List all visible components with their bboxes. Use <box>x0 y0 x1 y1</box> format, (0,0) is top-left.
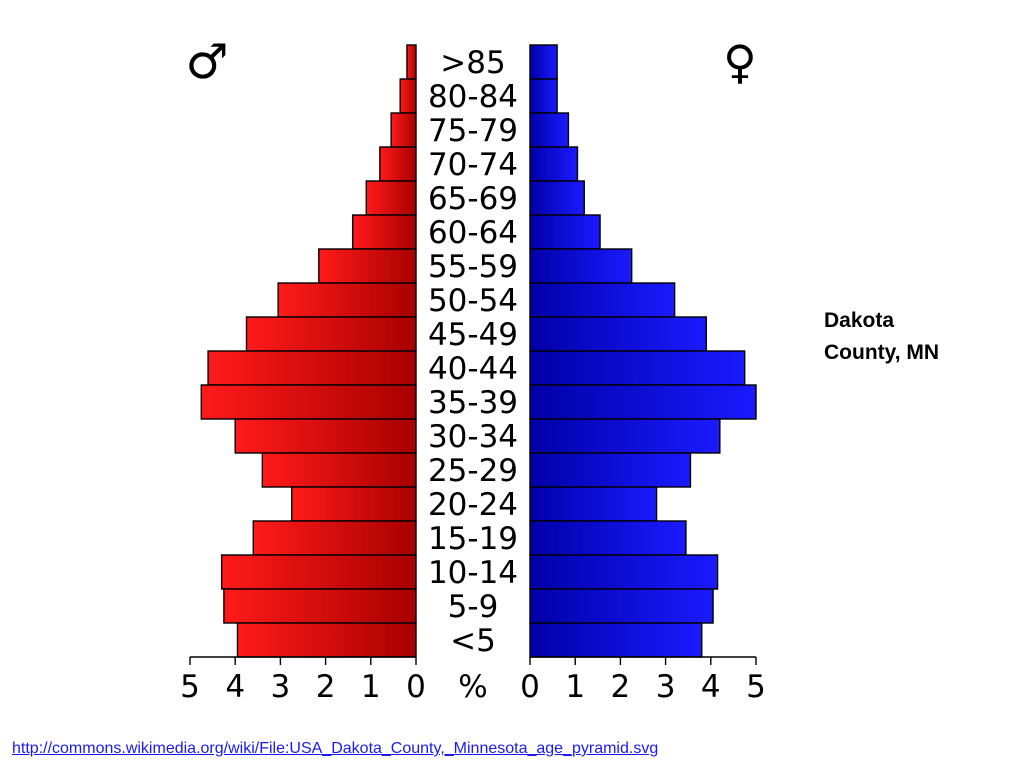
age-group-label: 50-54 <box>428 283 518 319</box>
age-group-label: 35-39 <box>428 385 518 421</box>
male-bar <box>234 418 417 454</box>
female-bar <box>529 248 633 284</box>
female-bar <box>529 214 601 250</box>
age-group-label: 45-49 <box>428 317 518 353</box>
male-bar <box>399 78 417 114</box>
male-bar <box>236 622 417 658</box>
age-pyramid-chart: ♂ ♀ >8580-8475-7970-7465-6960-6455-5950-… <box>180 34 766 705</box>
female-bar <box>529 78 558 114</box>
male-axis-tick-label: 5 <box>180 669 200 705</box>
male-axis-tick-label: 0 <box>406 669 426 705</box>
age-group-label: 60-64 <box>428 215 518 251</box>
male-bar <box>390 112 417 148</box>
male-axis-tick-label: 3 <box>271 669 291 705</box>
male-bar <box>352 214 417 250</box>
age-group-label: <5 <box>450 623 496 659</box>
male-axis-tick-label: 4 <box>225 669 245 705</box>
age-group-label: 5-9 <box>448 589 499 625</box>
male-bar <box>365 180 417 216</box>
female-bar <box>529 146 579 182</box>
female-axis-tick-label: 5 <box>746 669 766 705</box>
male-bar <box>245 316 417 352</box>
age-group-label: 70-74 <box>428 147 518 183</box>
age-group-label: 20-24 <box>428 487 518 523</box>
caption-line-1: Dakota <box>824 309 895 332</box>
age-group-label: 80-84 <box>428 79 518 115</box>
axis-unit-label: % <box>458 669 487 705</box>
female-bar <box>529 418 721 454</box>
male-bar <box>220 554 417 590</box>
male-bar <box>223 588 417 624</box>
female-bars <box>529 44 757 658</box>
female-bar <box>529 622 703 658</box>
male-bar <box>200 384 417 420</box>
female-bar <box>529 588 714 624</box>
age-group-label: 10-14 <box>428 555 518 591</box>
caption-line-2: County, MN <box>824 341 940 364</box>
male-bar <box>379 146 417 182</box>
age-group-label: 65-69 <box>428 181 518 217</box>
female-bar <box>529 520 687 556</box>
age-group-label: >85 <box>440 45 505 81</box>
male-bar <box>207 350 417 386</box>
male-bar <box>406 44 417 80</box>
male-bar <box>318 248 417 284</box>
female-bar <box>529 180 585 216</box>
female-axis-tick-label: 1 <box>565 669 585 705</box>
female-bar <box>529 554 719 590</box>
male-axis-tick-label: 2 <box>316 669 336 705</box>
age-group-label: 30-34 <box>428 419 518 455</box>
age-group-label: 55-59 <box>428 249 518 285</box>
age-group-label: 75-79 <box>428 113 518 149</box>
age-group-labels: >8580-8475-7970-7465-6960-6455-5950-5445… <box>428 45 518 659</box>
female-bar <box>529 282 676 318</box>
female-bar <box>529 452 692 488</box>
chart-caption: Dakota County, MN <box>824 305 1014 369</box>
male-bar <box>252 520 417 556</box>
age-group-label: 40-44 <box>428 351 518 387</box>
age-group-label: 15-19 <box>428 521 518 557</box>
age-group-label: 25-29 <box>428 453 518 489</box>
male-bar <box>261 452 417 488</box>
source-link[interactable]: http://commons.wikimedia.org/wiki/File:U… <box>12 740 659 757</box>
male-bar <box>277 282 417 318</box>
female-symbol-icon: ♀ <box>723 35 757 89</box>
male-bar <box>291 486 417 522</box>
female-axis-tick-label: 4 <box>701 669 721 705</box>
female-bar <box>529 316 707 352</box>
female-bar <box>529 384 757 420</box>
female-axis-tick-label: 0 <box>520 669 540 705</box>
female-axis-tick-label: 3 <box>656 669 676 705</box>
female-bar <box>529 112 570 148</box>
male-bars <box>200 44 417 658</box>
male-axis-tick-label: 1 <box>361 669 381 705</box>
female-axis-tick-label: 2 <box>611 669 631 705</box>
female-bar <box>529 350 746 386</box>
male-symbol-icon: ♂ <box>185 34 228 90</box>
female-bar <box>529 486 658 522</box>
female-bar <box>529 44 558 80</box>
